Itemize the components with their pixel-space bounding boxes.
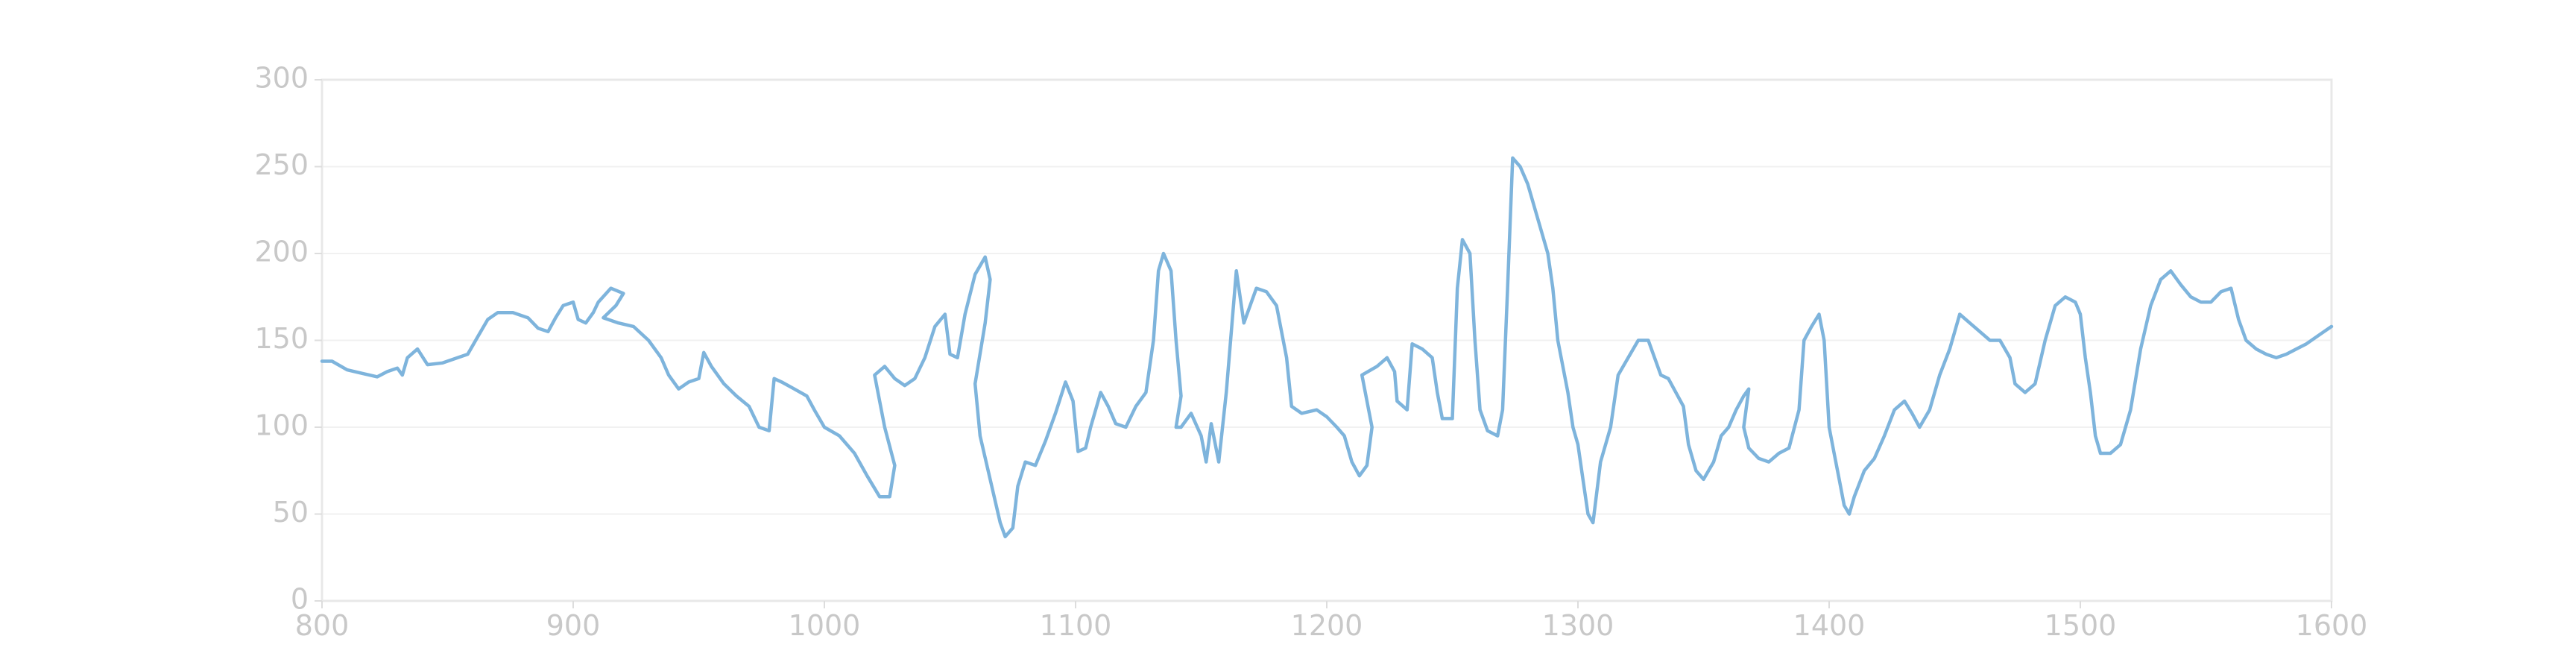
y-tick-label: 100: [254, 409, 309, 442]
series-layer: [320, 156, 2334, 539]
x-tick-label: 1300: [1542, 609, 1614, 642]
x-tick-label: 1500: [2045, 609, 2117, 642]
x-tick-label: 900: [546, 609, 601, 642]
x-axis-ticks: 800 900 1000 1100 1200 1300 1400 1500 1600: [295, 601, 2368, 642]
y-axis-ticks: 0 50 100 150 200 250 300: [254, 62, 322, 616]
y-tick-label: 300: [254, 62, 309, 95]
series-line-1: [320, 156, 2334, 539]
x-tick-label: 1400: [1793, 609, 1866, 642]
y-tick-label: 0: [291, 583, 309, 616]
x-tick-label: 1600: [2296, 609, 2368, 642]
y-tick-label: 50: [273, 496, 309, 529]
y-grid-lines: [322, 166, 2332, 515]
y-tick-label: 200: [254, 236, 309, 268]
y-tick-label: 250: [254, 148, 309, 181]
x-tick-label: 1200: [1291, 609, 1363, 642]
x-tick-label: 800: [295, 609, 350, 642]
x-tick-label: 1000: [789, 609, 861, 642]
x-tick-label: 1100: [1040, 609, 1112, 642]
y-tick-label: 150: [254, 322, 309, 355]
